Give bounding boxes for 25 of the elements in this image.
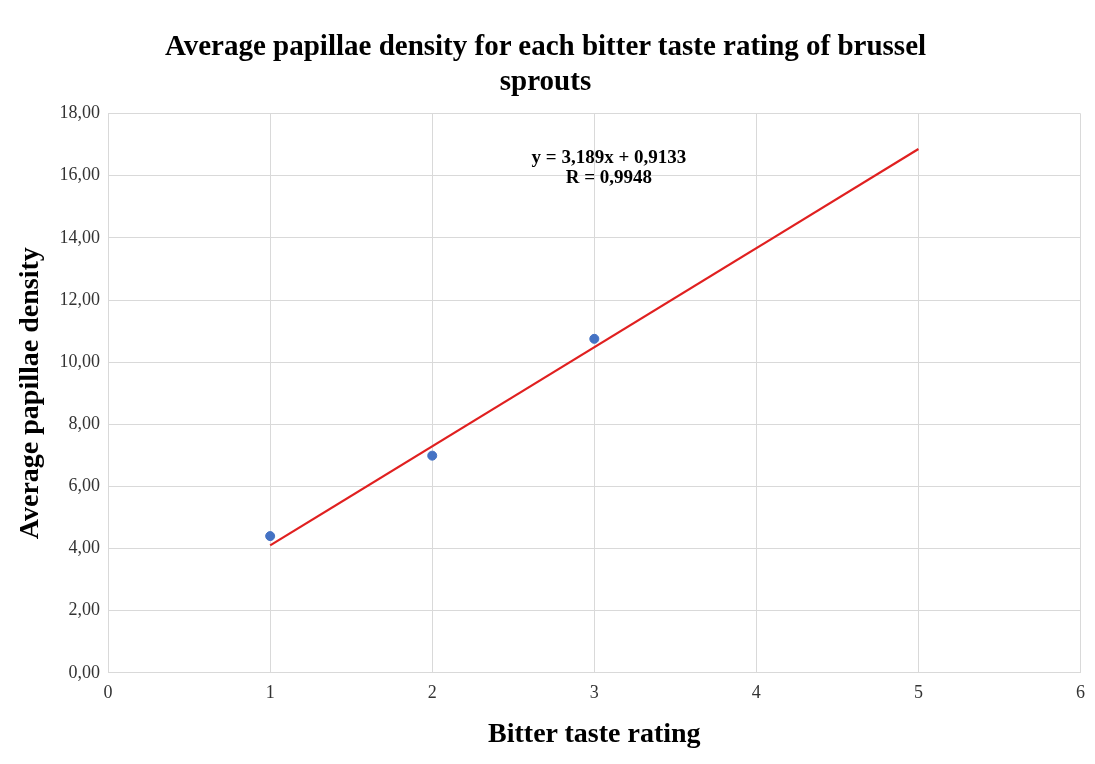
x-axis-title: Bitter taste rating — [488, 717, 701, 749]
y-tick-label: 4,00 — [68, 537, 101, 558]
x-tick-label: 6 — [1076, 682, 1085, 703]
x-tick-label: 0 — [103, 682, 113, 703]
y-tick-label: 0,00 — [68, 661, 101, 682]
y-tick-label: 12,00 — [59, 288, 101, 309]
x-tick-label: 4 — [751, 682, 761, 703]
annotation: R = 0,9948 — [565, 166, 653, 188]
y-tick-label: 16,00 — [59, 164, 101, 185]
x-tick-label: 3 — [589, 682, 599, 703]
y-tick-label: 2,00 — [68, 599, 101, 620]
y-tick-label: 14,00 — [59, 226, 101, 247]
y-tick-label: 10,00 — [59, 350, 101, 371]
y-tick-label: 18,00 — [59, 102, 101, 123]
point — [265, 531, 276, 542]
point — [589, 333, 600, 344]
x-tick-label: 5 — [913, 682, 923, 703]
x-tick-label: 1 — [265, 682, 275, 703]
x-tick-label: 2 — [427, 682, 437, 703]
annotation: y = 3,189x + 0,9133 — [531, 146, 687, 168]
y-tick-label: 8,00 — [68, 413, 101, 433]
chart-title: Average papillae density for each bitter taste rating of brussel sprouts — [164, 28, 927, 96]
y-axis-title: Average papillae density — [13, 247, 45, 540]
point — [427, 450, 438, 461]
y-tick-label: 6,00 — [68, 475, 101, 496]
